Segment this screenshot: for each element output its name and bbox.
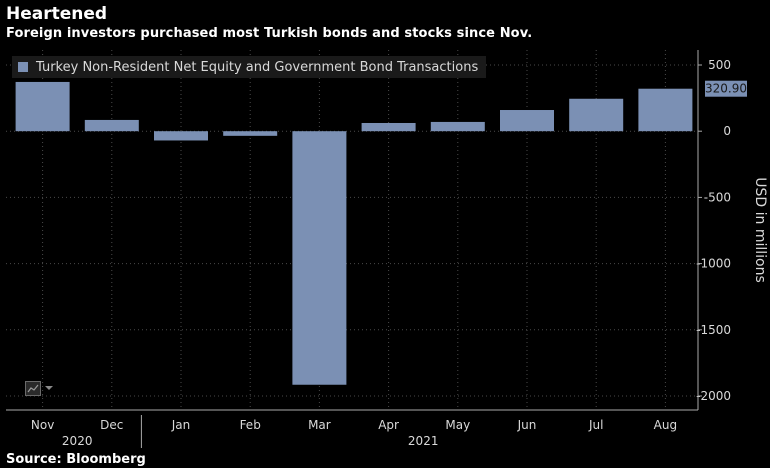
bar[interactable] [223,131,278,136]
x-tick-label: Feb [240,418,261,432]
x-tick-label: Apr [378,418,399,432]
bar[interactable] [569,98,624,132]
x-tick-label: Jan [171,418,191,432]
bar[interactable] [84,119,139,132]
y-tick-label: -1000 [696,257,731,271]
source-note: Source: Bloomberg [6,452,146,467]
last-value-box [705,80,747,97]
bar[interactable] [500,110,554,132]
y-axis-title: USD in millions [752,177,768,283]
bar[interactable] [430,121,485,132]
x-year-label: 2021 [408,434,439,448]
y-tick-label: 500 [708,58,731,72]
x-tick-label: Jul [588,418,603,432]
bar[interactable] [154,131,208,141]
x-tick-label: Nov [31,418,54,432]
last-value-label: 320.90 [705,82,747,96]
chart-type-button[interactable] [25,380,55,396]
y-tick-label: -500 [704,190,731,204]
x-tick-label: Dec [100,418,123,432]
y-tick-label: -2000 [696,389,731,403]
x-year-label: 2020 [62,434,93,448]
x-tick-label: Mar [308,418,331,432]
chart-subtitle: Foreign investors purchased most Turkish… [6,26,533,41]
bar[interactable] [15,81,70,132]
bar[interactable] [638,88,693,132]
bar[interactable] [292,131,347,385]
x-tick-label: Aug [654,418,677,432]
chart-title: Heartened [6,4,108,24]
legend-label: Turkey Non-Resident Net Equity and Gover… [36,59,479,75]
x-tick-label: Jun [517,418,537,432]
legend: Turkey Non-Resident Net Equity and Gover… [12,56,487,78]
chart-type-icon [25,380,41,396]
x-tick-label: May [445,418,470,432]
chevron-down-icon [45,386,53,390]
legend-swatch [18,62,28,72]
bar[interactable] [361,122,416,132]
y-tick-label: 0 [723,124,731,138]
y-tick-label: -1500 [696,323,731,337]
